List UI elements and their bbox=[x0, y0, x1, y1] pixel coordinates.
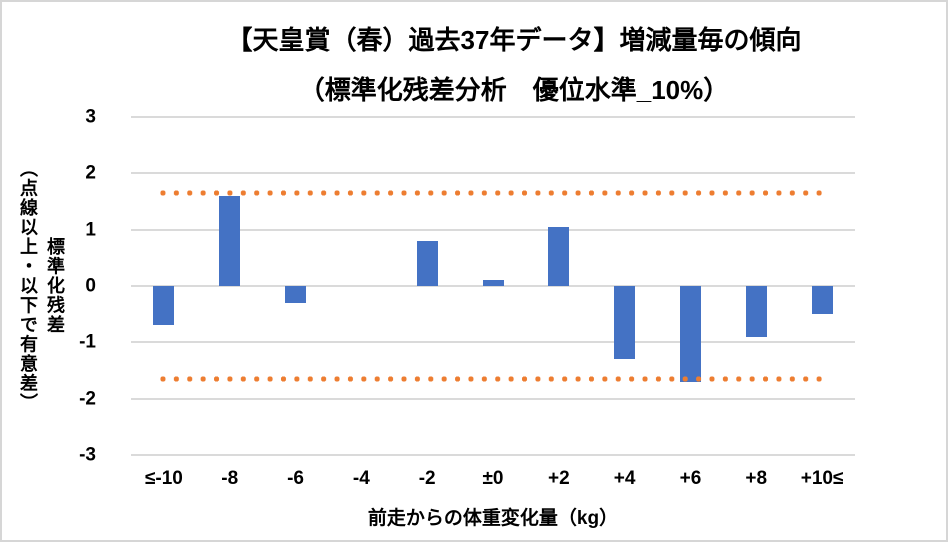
x-tick-label: -4 bbox=[352, 468, 370, 489]
bar-+2 bbox=[548, 226, 570, 286]
y-tick-label: 0 bbox=[85, 275, 96, 297]
x-tick-label: ±0 bbox=[482, 468, 504, 489]
y-axis-subtitle: （点線以上・以下で有意差） bbox=[18, 159, 38, 413]
x-tick-label: +6 bbox=[679, 468, 702, 489]
bar-+4 bbox=[614, 286, 636, 360]
bar--2 bbox=[416, 240, 438, 286]
y-tick-label: -2 bbox=[79, 388, 96, 410]
bar-±0 bbox=[482, 280, 504, 286]
bar-+10≤ bbox=[811, 286, 833, 315]
gridline-y--2 bbox=[131, 397, 855, 400]
gridline-y--3 bbox=[131, 454, 855, 456]
y-tick-label: 2 bbox=[85, 162, 96, 184]
bar-+8 bbox=[745, 286, 767, 337]
significance-threshold-line bbox=[157, 190, 829, 197]
gridline-y--1 bbox=[131, 341, 855, 344]
significance-threshold-line bbox=[157, 375, 829, 382]
x-tick-label: +8 bbox=[745, 468, 768, 489]
x-tick-label: -8 bbox=[221, 468, 239, 489]
x-tick-label: -2 bbox=[418, 468, 436, 489]
y-tick-label: 1 bbox=[85, 219, 96, 241]
bar--8 bbox=[219, 195, 241, 286]
x-axis-title: 前走からの体重変化量（kg） bbox=[367, 508, 619, 529]
gridline-y-0 bbox=[131, 285, 855, 287]
chart-title-line2: （標準化残差分析 優位水準_10%） bbox=[298, 75, 730, 105]
x-tick-label: +2 bbox=[547, 468, 570, 489]
x-tick-label: +10≤ bbox=[800, 468, 844, 489]
y-tick-label: -3 bbox=[79, 444, 96, 466]
y-tick-label: -1 bbox=[79, 331, 96, 353]
gridline-y-3 bbox=[131, 116, 855, 118]
y-tick-label: 3 bbox=[85, 106, 96, 128]
x-tick-label: ≤-10 bbox=[144, 468, 183, 489]
x-tick-label: +4 bbox=[613, 468, 636, 489]
bar--6 bbox=[285, 286, 307, 303]
x-tick-label: -6 bbox=[287, 468, 304, 489]
gridline-y-2 bbox=[131, 172, 855, 175]
chart-title-line1: 【天皇賞（春）過去37年データ】増減量毎の傾向 bbox=[226, 25, 802, 55]
bar-+6 bbox=[679, 286, 701, 382]
chart-title: 【天皇賞（春）過去37年データ】増減量毎の傾向 （標準化残差分析 優位水準_10… bbox=[98, 15, 930, 115]
bar-≤-10 bbox=[153, 286, 175, 326]
gridline-y-1 bbox=[131, 228, 855, 231]
y-axis-title: 標準化残差 bbox=[45, 237, 65, 335]
